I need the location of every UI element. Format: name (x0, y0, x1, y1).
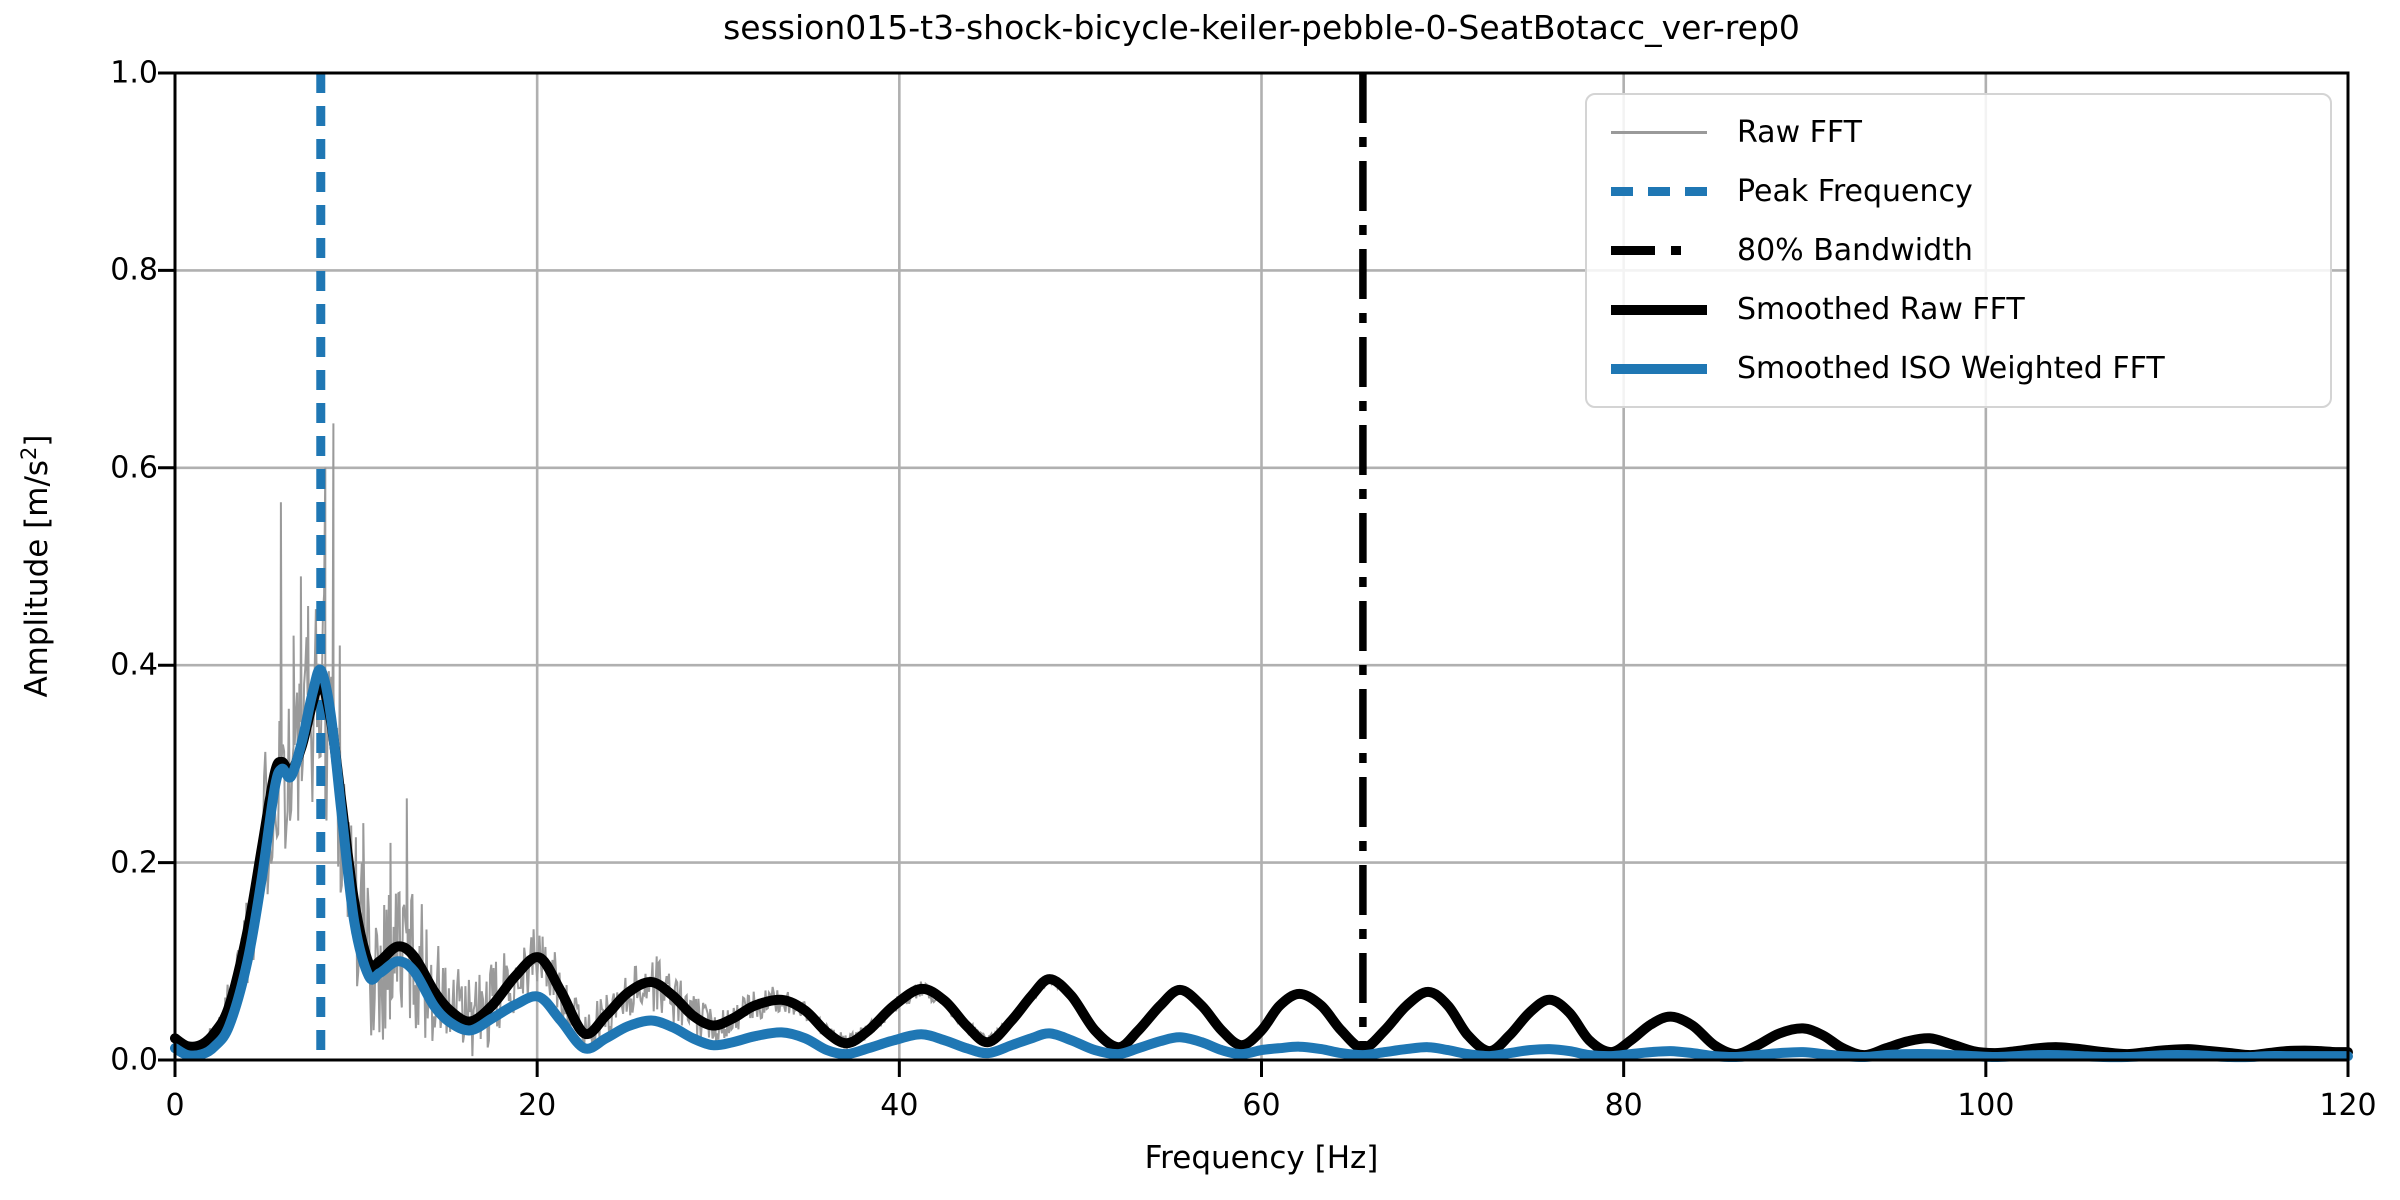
y-tick-label: 0.4 (110, 647, 158, 683)
legend-item-smoothed-raw: Smoothed Raw FFT (1587, 282, 2330, 338)
y-axis-label: Amplitude [m/s2] (16, 434, 56, 698)
bandwidth-line-sample (1611, 246, 1707, 255)
legend: Raw FFT Peak Frequency 80% Bandwidth Smo… (1585, 93, 2332, 408)
y-tick-label: 1.0 (110, 55, 158, 91)
legend-label: Smoothed ISO Weighted FFT (1737, 351, 2165, 386)
chart-title: session015-t3-shock-bicycle-keiler-pebbl… (723, 8, 1800, 47)
legend-label: Peak Frequency (1737, 174, 1973, 209)
legend-label: Raw FFT (1737, 115, 1862, 150)
legend-item-bandwidth: 80% Bandwidth (1587, 223, 2330, 279)
smoothed-iso-weighted-fft-line (170, 664, 2353, 1063)
legend-item-raw-fft: Raw FFT (1587, 105, 2330, 161)
x-axis-label: Frequency [Hz] (1144, 1140, 1379, 1176)
peak-frequency-line-sample (1611, 187, 1707, 196)
smoothed-raw-fft-line-sample (1611, 304, 1707, 315)
x-tick-label: 40 (880, 1088, 919, 1123)
raw-fft-line-sample (1611, 131, 1707, 134)
plot-border (173, 71, 2350, 1062)
x-tick-label: 120 (2319, 1088, 2377, 1123)
smoothed-iso-weighted-fft-line-sample (1611, 363, 1707, 374)
y-tick-label: 0.6 (110, 450, 158, 486)
legend-label: 80% Bandwidth (1737, 233, 1973, 268)
y-tick-label: 0.8 (110, 252, 158, 288)
legend-item-smoothed-iso: Smoothed ISO Weighted FFT (1587, 341, 2330, 397)
y-tick-label: 0.2 (110, 845, 158, 881)
x-tick-label: 20 (518, 1088, 557, 1123)
x-tick-label: 80 (1604, 1088, 1643, 1123)
x-tick-label: 60 (1242, 1088, 1281, 1123)
x-tick-label: 0 (165, 1088, 185, 1123)
y-tick-label: 0.0 (110, 1042, 158, 1078)
x-tick-label: 100 (1957, 1088, 2015, 1123)
axis-ticks (158, 71, 2350, 1077)
legend-label: Smoothed Raw FFT (1737, 292, 2025, 327)
legend-item-peak-frequency: Peak Frequency (1587, 164, 2330, 220)
